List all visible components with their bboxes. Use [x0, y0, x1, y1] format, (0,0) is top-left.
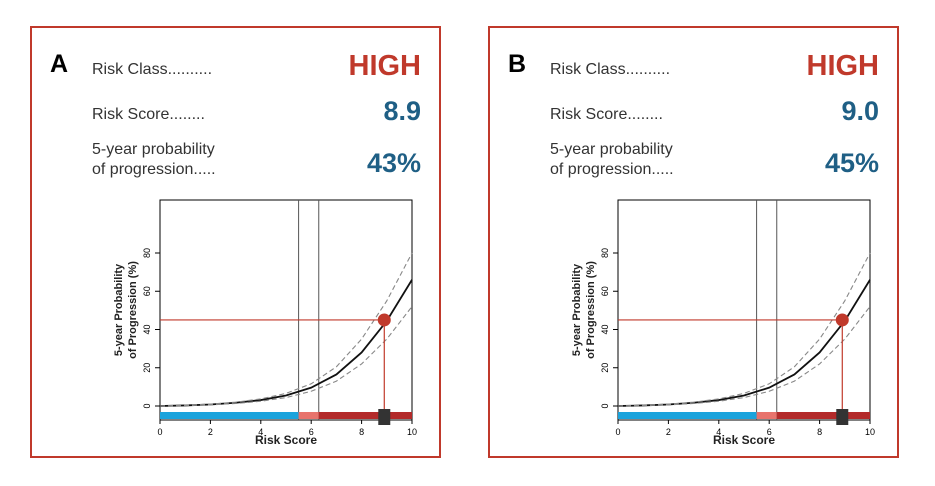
progression-chart: 0 20 40 60 80 0 2 4 6 8 10 Risk Score 5-year Probabi…: [113, 199, 417, 447]
risk-score-value: 9.0: [841, 96, 879, 126]
probability-label-line1: 5-year probability: [92, 141, 215, 158]
x-tick-label: 4: [716, 427, 721, 437]
probability-label-line2: of progression.....: [92, 161, 216, 178]
x-tick-label: 0: [615, 427, 620, 437]
x-tick-label: 4: [258, 427, 263, 437]
series-dashed-upper: [159, 252, 413, 407]
risk-band-high: [776, 412, 870, 419]
y-axis-title-line2: of Progression (%): [585, 261, 597, 359]
y-tick-label: 40: [600, 324, 610, 334]
score-marker-square: [836, 409, 849, 425]
probability-marker: [835, 313, 849, 327]
probability-value: 45%: [824, 148, 879, 178]
y-tick-label: 60: [142, 286, 152, 296]
probability-value: 43%: [366, 148, 421, 178]
risk-band-low: [160, 412, 299, 419]
risk-score-label: Risk Score........: [550, 106, 663, 123]
x-tick-label: 10: [865, 427, 875, 437]
panel-letter: B: [508, 50, 527, 78]
panel-a: A Risk Class.......... HIGH Risk Score..…: [30, 26, 441, 458]
y-tick-label: 40: [142, 324, 152, 334]
y-tick-label: 0: [142, 403, 152, 408]
probability-label: 5-year probability of progression.....: [92, 140, 216, 180]
risk-class-label: Risk Class..........: [550, 61, 671, 78]
y-axis-title-line2: of Progression (%): [127, 261, 139, 359]
panel-letter: A: [50, 50, 69, 78]
series-solid: [617, 279, 871, 407]
plot-frame: [159, 199, 413, 421]
x-tick-label: 6: [767, 427, 772, 437]
series-dashed-upper: [617, 252, 871, 407]
y-axis-title-line1: 5-year Probability: [571, 263, 583, 356]
probability-label-line1: 5-year probability: [550, 141, 673, 158]
score-marker-square: [378, 409, 391, 425]
x-tick-label: 8: [817, 427, 822, 437]
risk-score-value: 8.9: [383, 96, 421, 126]
y-tick-label: 80: [600, 248, 610, 258]
y-tick-label: 60: [600, 286, 610, 296]
x-tick-label: 8: [359, 427, 364, 437]
x-tick-label: 0: [157, 427, 162, 437]
y-tick-label: 20: [142, 363, 152, 373]
plot-frame: [617, 199, 871, 421]
probability-label-line2: of progression.....: [550, 161, 674, 178]
series-dashed-lower: [617, 306, 871, 407]
x-axis-title: Risk Score: [713, 433, 775, 447]
x-tick-label: 2: [666, 427, 671, 437]
risk-band-high: [318, 412, 412, 419]
series-solid: [159, 279, 413, 407]
y-tick-label: 0: [600, 403, 610, 408]
y-axis-title-line1: 5-year Probability: [113, 263, 125, 356]
x-axis-title: Risk Score: [255, 433, 317, 447]
risk-band-intermediate: [756, 412, 777, 419]
x-tick-label: 10: [407, 427, 417, 437]
risk-class-value: HIGH: [806, 50, 880, 82]
risk-band-intermediate: [298, 412, 319, 419]
series-dashed-lower: [159, 306, 413, 407]
y-tick-label: 80: [142, 248, 152, 258]
risk-class-label: Risk Class..........: [92, 61, 213, 78]
risk-score-label: Risk Score........: [92, 106, 205, 123]
y-tick-label: 20: [600, 363, 610, 373]
panel-b: B Risk Class.......... HIGH Risk Score..…: [488, 26, 899, 458]
x-tick-label: 2: [208, 427, 213, 437]
risk-class-value: HIGH: [348, 50, 422, 82]
progression-chart: 0 20 40 60 80 0 2 4 6 8 10 Risk Score 5-year Probabi…: [571, 199, 875, 447]
x-tick-label: 6: [309, 427, 314, 437]
probability-marker: [377, 313, 391, 327]
probability-label: 5-year probability of progression.....: [550, 140, 674, 180]
risk-band-low: [618, 412, 757, 419]
